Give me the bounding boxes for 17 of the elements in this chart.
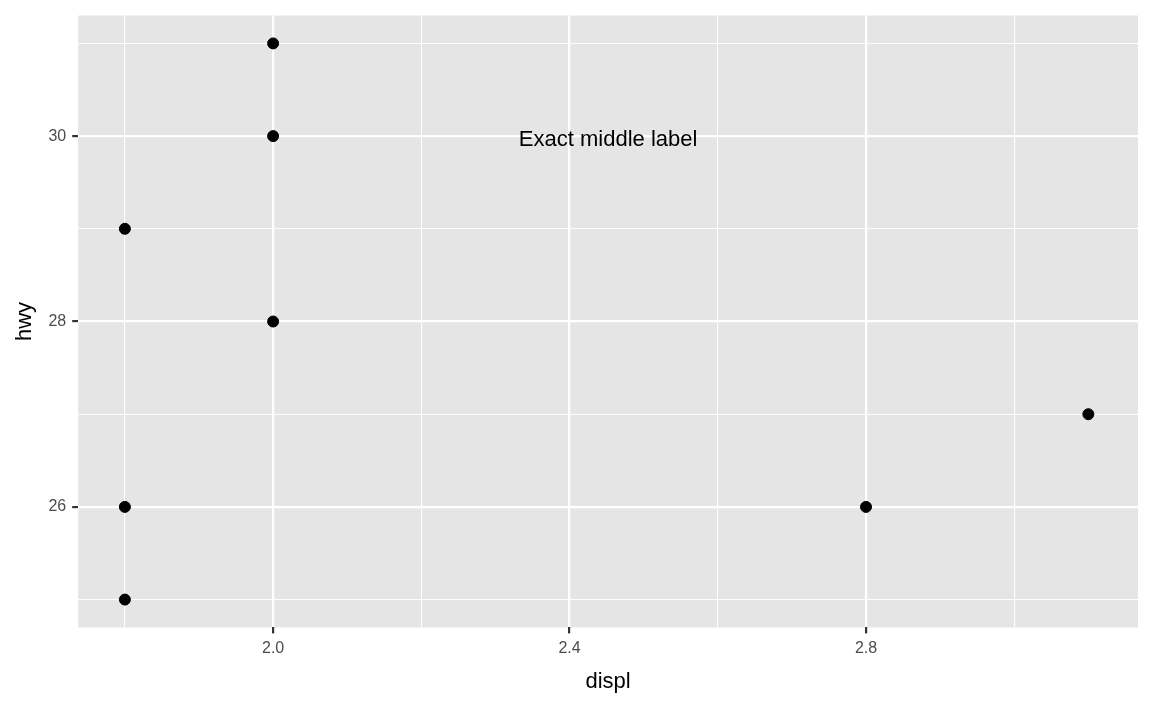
- x-axis-title: displ: [585, 667, 631, 693]
- y-tick-label: 26: [48, 497, 67, 515]
- point: [118, 222, 131, 235]
- point: [1082, 408, 1095, 421]
- y-tick-label: 28: [48, 311, 67, 329]
- x-tick-label: 2.8: [854, 639, 878, 657]
- point: [860, 500, 873, 513]
- point: [118, 500, 131, 513]
- y-tick-label: 30: [48, 126, 67, 144]
- y-axis-title: hwy: [11, 301, 37, 342]
- point: [267, 37, 280, 50]
- point: [267, 130, 280, 143]
- point: [118, 593, 131, 606]
- annotation: Exact middle label: [518, 125, 698, 151]
- point: [267, 315, 280, 328]
- x-tick-label: 2.0: [261, 639, 285, 657]
- x-tick-label: 2.4: [558, 639, 581, 657]
